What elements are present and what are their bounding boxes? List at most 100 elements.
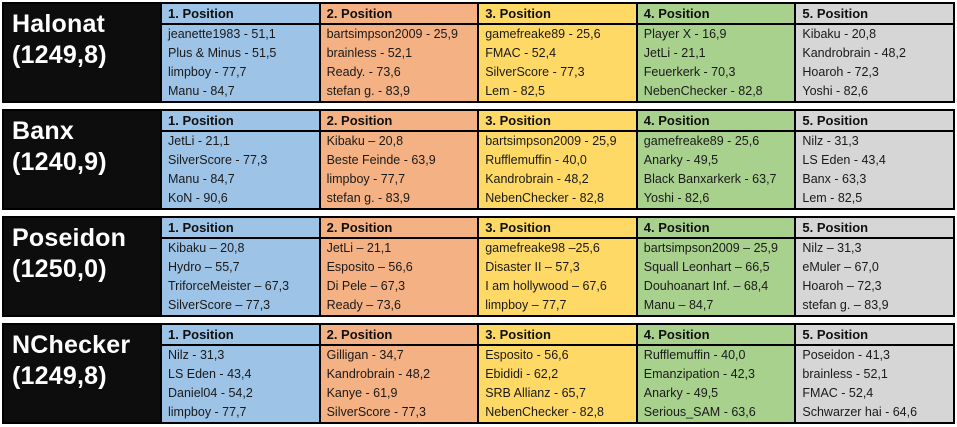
team-name: Poseidon <box>12 224 127 252</box>
position-column-5: 5. Position Nilz - 31,3 LS Eden - 43,4 B… <box>794 111 953 208</box>
column-header: 1. Position <box>162 325 319 346</box>
player-entry: Esposito – 56,6 <box>326 260 413 274</box>
player-entry: Ebididi - 62,2 <box>485 367 559 381</box>
team-block: Banx (1240,9) 1. Position JetLi - 21,1 S… <box>2 109 955 210</box>
position-column-1: 1. Position jeanette1983 - 51,1 Plus & M… <box>160 4 319 101</box>
player-entry: Black Banxarkerk - 63,7 <box>643 172 777 186</box>
player-entry: Kandrobrain - 48,2 <box>485 172 589 186</box>
player-entry: limpboy - 77,7 <box>326 172 406 186</box>
player-entry: Banx - 63,3 <box>802 172 867 186</box>
column-header: 2. Position <box>320 111 478 132</box>
column-header: 1. Position <box>162 4 319 25</box>
team-block: NChecker (1249,8) 1. Position Nilz - 31,… <box>2 323 955 424</box>
player-entry: Kibaku – 20,8 <box>326 134 404 148</box>
team-block: Halonat (1249,8) 1. Position jeanette198… <box>2 2 955 103</box>
column-header: 3. Position <box>479 111 636 132</box>
column-header: 2. Position <box>320 4 478 25</box>
player-entry: Di Pele – 67,3 <box>326 279 406 293</box>
player-entry: JetLi - 21,1 <box>168 134 230 148</box>
team-score: (1249,8) <box>12 41 107 69</box>
column-header: 1. Position <box>162 111 319 132</box>
player-entry: brainless - 52,1 <box>802 367 888 381</box>
player-entry: Hydro – 55,7 <box>168 260 240 274</box>
team-score: (1240,9) <box>12 148 107 176</box>
player-entry: Emanzipation - 42,3 <box>643 367 755 381</box>
position-column-4: 4. Position gamefreake89 - 25,6 Anarky -… <box>635 111 795 208</box>
player-entry: limpboy – 77,7 <box>485 298 567 312</box>
player-entry: eMuler – 67,0 <box>802 260 879 274</box>
position-column-1: 1. Position JetLi - 21,1 SilverScore - 7… <box>160 111 319 208</box>
column-header: 4. Position <box>637 218 795 239</box>
position-column-4: 4. Position Rufflemuffin - 40,0 Emanzipa… <box>635 325 795 422</box>
player-entry: SilverScore - 77,3 <box>168 153 268 167</box>
player-entry: Serious_SAM - 63,6 <box>643 405 756 419</box>
player-entry: limpboy - 77,7 <box>168 65 247 79</box>
player-entry: Kibaku - 20,8 <box>802 27 877 41</box>
player-entry: bartsimpson2009 - 25,9 <box>485 134 617 148</box>
player-entry: JetLi - 21,1 <box>643 46 706 60</box>
player-entry: Anarky - 49,5 <box>643 386 719 400</box>
player-entry: Esposito - 56,6 <box>485 348 569 362</box>
team-score: (1250,0) <box>12 255 107 283</box>
player-entry: Manu - 84,7 <box>168 84 235 98</box>
position-column-4: 4. Position Player X - 16,9 JetLi - 21,1… <box>635 4 795 101</box>
column-header: 5. Position <box>796 4 953 25</box>
player-entry: limpboy - 77,7 <box>168 405 247 419</box>
player-entry: SRB Allianz - 65,7 <box>485 386 586 400</box>
player-entry: Nilz - 31,3 <box>802 134 859 148</box>
player-entry: NebenChecker - 82,8 <box>485 405 605 419</box>
player-entry: Kandrobrain - 48,2 <box>326 367 431 381</box>
player-entry: Gilligan - 34,7 <box>326 348 404 362</box>
player-entry: Schwarzer hai - 64,6 <box>802 405 918 419</box>
player-entry: Kandrobrain - 48,2 <box>802 46 906 60</box>
position-column-5: 5. Position Nilz – 31,3 eMuler – 67,0 Ho… <box>794 218 953 315</box>
player-entry: Manu - 84,7 <box>168 172 235 186</box>
column-header: 5. Position <box>796 325 953 346</box>
position-column-2: 2. Position Gilligan - 34,7 Kandrobrain … <box>318 325 478 422</box>
player-entry: JetLi – 21,1 <box>326 241 392 255</box>
player-entry: KoN - 90,6 <box>168 191 228 205</box>
position-column-2: 2. Position JetLi – 21,1 Esposito – 56,6… <box>318 218 478 315</box>
player-entry: Ready – 73,6 <box>326 298 401 312</box>
player-entry: FMAC - 52,4 <box>802 386 874 400</box>
position-column-3: 3. Position Esposito - 56,6 Ebididi - 62… <box>477 325 636 422</box>
team-label-cell: Banx (1240,9) <box>4 111 160 208</box>
team-name: Halonat <box>12 10 106 38</box>
player-entry: I am hollywood – 67,6 <box>485 279 607 293</box>
player-entry: Manu – 84,7 <box>643 298 714 312</box>
player-entry: gamefreake89 - 25,6 <box>643 134 760 148</box>
team-score: (1249,8) <box>12 362 107 390</box>
team-name: NChecker <box>12 331 131 359</box>
team-name: Banx <box>12 117 74 145</box>
player-entry: gamefreake98 –25,6 <box>485 241 600 255</box>
column-header: 5. Position <box>796 111 953 132</box>
player-entry: Kanye - 61,9 <box>326 386 398 400</box>
position-column-1: 1. Position Kibaku – 20,8 Hydro – 55,7 T… <box>160 218 319 315</box>
column-header: 5. Position <box>796 218 953 239</box>
player-entry: Yoshi - 82,6 <box>802 84 868 98</box>
column-header: 2. Position <box>320 325 478 346</box>
player-entry: Hoaroh – 72,3 <box>802 279 882 293</box>
position-column-1: 1. Position Nilz - 31,3 LS Eden - 43,4 D… <box>160 325 319 422</box>
column-header: 1. Position <box>162 218 319 239</box>
player-entry: brainless - 52,1 <box>326 46 413 60</box>
player-entry: Lem - 82,5 <box>485 84 545 98</box>
position-column-5: 5. Position Poseidon - 41,3 brainless - … <box>794 325 953 422</box>
player-entry: Lem - 82,5 <box>802 191 863 205</box>
column-header: 4. Position <box>637 111 795 132</box>
player-entry: Poseidon - 41,3 <box>802 348 890 362</box>
team-block: Poseidon (1250,0) 1. Position Kibaku – 2… <box>2 216 955 317</box>
position-column-5: 5. Position Kibaku - 20,8 Kandrobrain - … <box>794 4 953 101</box>
position-column-3: 3. Position gamefreake89 - 25,6 FMAC - 5… <box>477 4 636 101</box>
player-entry: SilverScore – 77,3 <box>168 298 271 312</box>
player-entry: Daniel04 - 54,2 <box>168 386 253 400</box>
player-entry: SilverScore - 77,3 <box>485 65 585 79</box>
player-entry: Disaster II – 57,3 <box>485 260 580 274</box>
team-label-cell: NChecker (1249,8) <box>4 325 160 422</box>
player-entry: gamefreake89 - 25,6 <box>485 27 601 41</box>
position-column-2: 2. Position Kibaku – 20,8 Beste Feinde -… <box>318 111 478 208</box>
player-entry: Plus & Minus - 51,5 <box>168 46 277 60</box>
position-column-3: 3. Position bartsimpson2009 - 25,9 Ruffl… <box>477 111 636 208</box>
team-label-cell: Halonat (1249,8) <box>4 4 160 101</box>
